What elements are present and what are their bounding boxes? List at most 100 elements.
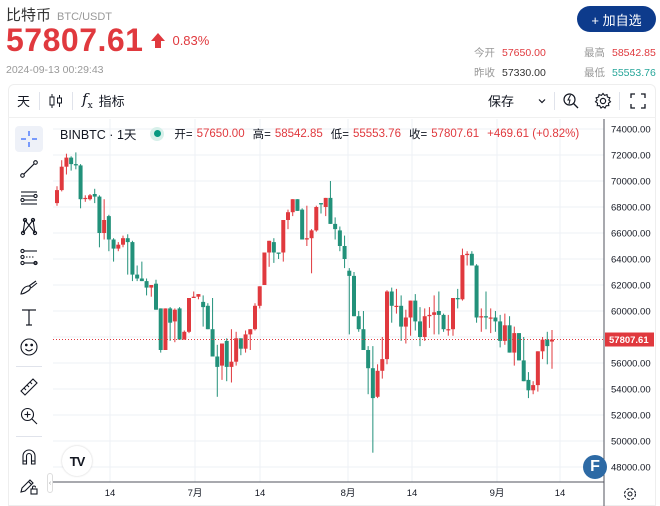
- candle: [154, 279, 158, 310]
- candle: [526, 372, 531, 399]
- candle: [201, 295, 206, 327]
- candle: [550, 329, 554, 369]
- fullscreen-button[interactable]: [620, 84, 656, 117]
- prev-close-label: 昨收: [474, 67, 495, 79]
- candle: [111, 238, 116, 262]
- collapse-toolbar-button[interactable]: ‹: [47, 473, 53, 493]
- ohlc-legend: BINBTC · 1天 开= 57650.00 高= 58542.85 低= 5555…: [60, 124, 583, 143]
- interval-button[interactable]: 天: [17, 94, 31, 109]
- candle: [69, 156, 74, 171]
- save-button[interactable]: 保存: [487, 94, 514, 109]
- candle: [422, 308, 427, 341]
- candle: [356, 311, 361, 332]
- low-value: 55553.76: [612, 67, 656, 79]
- open-label: 今开: [474, 47, 495, 59]
- divider: [16, 436, 42, 437]
- candle: [474, 264, 479, 323]
- brush-tool[interactable]: [15, 274, 43, 300]
- f-badge-icon[interactable]: F: [583, 455, 607, 479]
- candle: [135, 265, 140, 282]
- candle: [73, 152, 78, 170]
- text-tool[interactable]: [15, 304, 43, 330]
- zoom-in-tool[interactable]: [15, 403, 43, 429]
- x-tick-label: 9月: [490, 488, 505, 499]
- indicators-button[interactable]: fx 指标: [73, 84, 134, 117]
- candle: [380, 337, 385, 379]
- settings-button[interactable]: [587, 84, 619, 117]
- high-value: 58542.85: [612, 47, 656, 59]
- candle: [465, 251, 470, 266]
- smiley-icon: [20, 338, 38, 356]
- search-flash-icon: [563, 92, 579, 108]
- candle: [347, 268, 352, 335]
- gear-icon: [594, 92, 612, 109]
- pencil-lock-icon: [20, 479, 38, 495]
- trendline-tool[interactable]: [15, 156, 43, 182]
- candle: [149, 285, 154, 297]
- magnet-icon: [22, 449, 36, 465]
- asset-name: 比特币: [6, 7, 52, 24]
- chart-type-button[interactable]: [40, 84, 72, 117]
- magnet-tool[interactable]: [15, 444, 43, 470]
- candle: [92, 188, 97, 204]
- candle: [507, 316, 512, 353]
- candle: [493, 311, 498, 332]
- candle: [323, 197, 328, 217]
- emoji-tool[interactable]: [15, 334, 43, 360]
- candle: [168, 307, 173, 341]
- quick-search-button[interactable]: [555, 84, 587, 117]
- timestamp: 2024-09-13 00:29:43: [6, 64, 104, 76]
- candle: [187, 298, 191, 334]
- candle: [144, 278, 149, 296]
- y-tick-label: 50000.00: [611, 437, 651, 448]
- candle: [281, 220, 286, 262]
- legend-high-value: 58542.85: [274, 127, 323, 140]
- candle: [488, 308, 493, 334]
- fib-tool[interactable]: [15, 185, 43, 211]
- candle: [102, 199, 107, 240]
- measure-tool[interactable]: [15, 374, 43, 400]
- candle: [121, 235, 125, 248]
- candle: [436, 291, 441, 335]
- axis-settings-gear-icon[interactable]: [623, 487, 637, 501]
- legend-close-value: 57807.61: [431, 127, 480, 140]
- add-watchlist-button[interactable]: + 加自选: [577, 6, 656, 32]
- candle: [314, 205, 319, 232]
- candle: [328, 181, 333, 224]
- prev-close-value: 57330.00: [502, 67, 546, 79]
- candle: [521, 337, 526, 382]
- divider: [39, 91, 41, 110]
- stats-left: 今开 57650.00 昨收 57330.00: [474, 43, 546, 83]
- candle: [361, 311, 366, 350]
- candle: [531, 381, 536, 395]
- candle: [59, 160, 64, 192]
- candle: [158, 308, 163, 353]
- x-tick-label: 14: [407, 488, 418, 499]
- lock-drawings-tool[interactable]: [15, 473, 43, 499]
- y-tick-label: 68000.00: [611, 203, 651, 214]
- x-tick-label: 14: [555, 488, 566, 499]
- current-price: 57807.61: [6, 22, 144, 58]
- candle: [540, 337, 545, 360]
- legend-low-value: 55553.76: [353, 127, 401, 140]
- candle: [182, 330, 187, 340]
- y-tick-label: 52000.00: [611, 411, 651, 422]
- pattern-tool[interactable]: [15, 214, 43, 240]
- candle: [408, 300, 413, 336]
- candle: [333, 217, 338, 240]
- candle: [309, 229, 314, 274]
- tradingview-logo[interactable]: TV: [62, 446, 92, 476]
- legend-symbol: BINBTC · 1天: [60, 128, 137, 142]
- candle: [276, 252, 281, 259]
- high-label: 最高: [584, 47, 605, 59]
- projection-tool[interactable]: [15, 244, 43, 270]
- crosshair-tool[interactable]: [15, 126, 43, 152]
- candle: [125, 234, 130, 275]
- candle: [97, 195, 102, 248]
- candle: [394, 288, 399, 314]
- save-menu-button[interactable]: [530, 84, 554, 117]
- candle: [319, 203, 323, 214]
- y-tick-label: 74000.00: [611, 125, 651, 136]
- divider: [72, 91, 74, 110]
